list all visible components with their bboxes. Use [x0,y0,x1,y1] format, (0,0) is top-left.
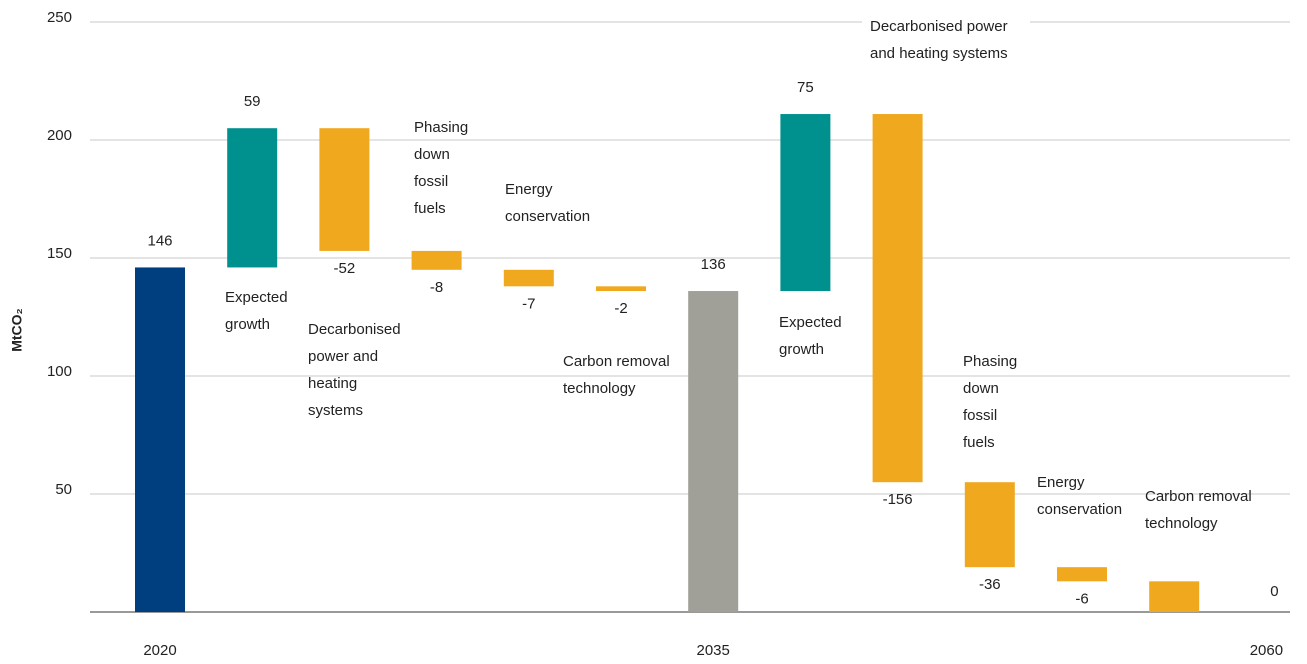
step-label: Energy conservation [1037,474,1122,518]
value-label: -36 [979,576,1001,593]
value-label: -7 [522,295,535,312]
x-tick-label: 2060 [1250,642,1283,659]
step-label: Phasing down fossil fuels [963,353,1017,451]
bar [964,482,1015,568]
value-label: 136 [701,256,726,273]
value-label: -8 [430,279,443,296]
x-tick-label: 2020 [143,642,176,659]
bar [596,286,646,292]
step-label: Carbon removal technology [563,353,670,397]
y-tick-label: 50 [55,481,72,498]
y-axis-label: MtCO₂ [9,308,25,352]
y-tick-label: 100 [47,363,72,380]
y-tick-label: 200 [47,127,72,144]
bar [780,114,831,292]
value-label: 146 [147,232,172,249]
x-tick-label: 2035 [697,642,730,659]
step-label: Expected growth [779,314,842,358]
value-label: 75 [797,79,814,96]
step-label: Energy conservation [505,181,590,225]
bar [1149,581,1200,612]
bar [1057,567,1107,582]
step-label: Decarbonised power and heating systems [870,18,1008,62]
bar [227,128,278,268]
value-label: -156 [883,491,913,508]
value-label: -6 [1075,590,1088,607]
y-tick-label: 150 [47,245,72,262]
bar [688,291,739,612]
bar [503,269,554,287]
bar [319,128,370,251]
value-label: -52 [334,260,356,277]
step-label: Carbon removal technology [1145,488,1252,532]
bar [872,114,923,483]
value-label: 0 [1270,583,1278,600]
value-label: 59 [244,93,261,110]
bar [411,250,462,270]
step-label: Decarbonised power and heating systems [308,321,401,419]
value-label: -2 [614,300,627,317]
y-tick-label: 250 [47,9,72,26]
step-label: Phasing down fossil fuels [414,119,468,217]
bar [135,267,185,612]
step-label: Expected growth [225,289,288,333]
label-background [862,13,1030,63]
